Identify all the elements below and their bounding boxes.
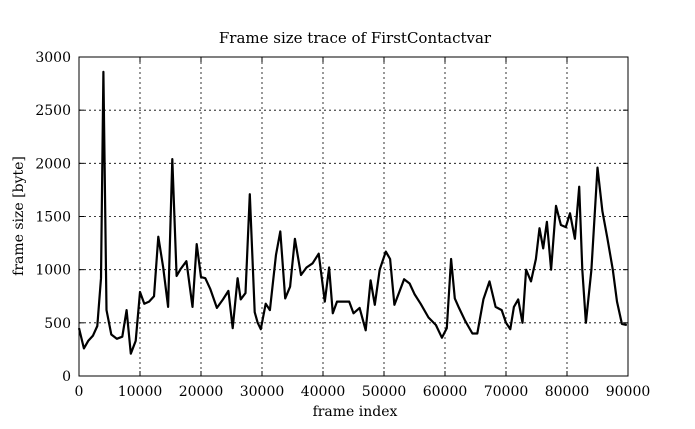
x-tick-label: 60000	[423, 384, 468, 400]
chart-title: Frame size trace of FirstContactvar	[219, 29, 492, 47]
grid-lines	[79, 57, 628, 376]
y-tick-label: 0	[62, 369, 71, 385]
y-axis: 0 500 1000 1500 2000 2500 3000	[35, 50, 628, 385]
y-tick-label: 1000	[35, 263, 71, 279]
y-tick-label: 3000	[35, 50, 71, 66]
y-tick-label: 2000	[35, 156, 71, 172]
y-tick-label: 500	[44, 316, 71, 332]
x-tick-label: 70000	[484, 384, 529, 400]
x-tick-label: 10000	[118, 384, 163, 400]
x-tick-label: 80000	[545, 384, 590, 400]
y-tick-label: 1500	[35, 210, 71, 226]
x-axis: 0 10000 20000 30000 40000 50000 60000 70000 8000…	[75, 57, 651, 400]
x-tick-label: 20000	[179, 384, 224, 400]
x-tick-label: 30000	[240, 384, 285, 400]
x-tick-label: 50000	[362, 384, 407, 400]
y-axis-label: frame size [byte]	[11, 156, 27, 276]
x-axis-label: frame index	[313, 404, 398, 420]
series-line	[77, 70, 628, 355]
y-tick-label: 2500	[35, 103, 71, 119]
x-tick-label: 40000	[301, 384, 346, 400]
x-tick-label: 90000	[606, 384, 651, 400]
x-tick-label: 0	[75, 384, 84, 400]
